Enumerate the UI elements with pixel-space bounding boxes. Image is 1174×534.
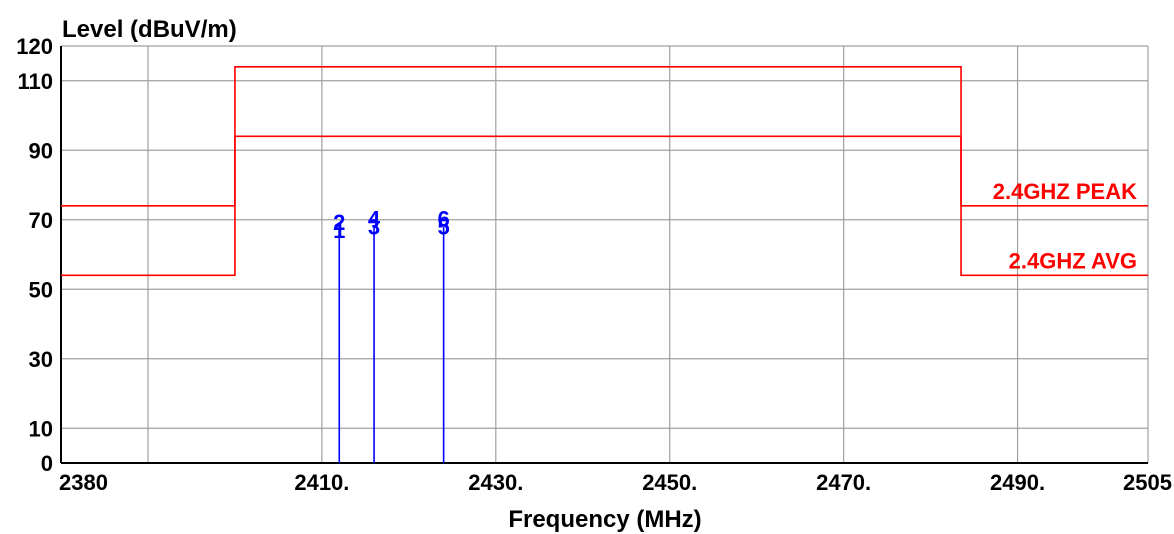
marker-label: 6 xyxy=(437,207,449,232)
x-tick-label: 2470. xyxy=(816,470,871,495)
y-tick-label: 90 xyxy=(29,138,53,163)
x-tick-label: 2450. xyxy=(642,470,697,495)
marker-label: 5 xyxy=(437,215,449,240)
chart-texts: Level (dBuV/m) Frequency (MHz) xyxy=(62,16,702,533)
y-tick-label: 0 xyxy=(41,451,53,476)
y-tick-label: 10 xyxy=(29,416,53,441)
x-tick-label: 2505 xyxy=(1123,470,1172,495)
y-tick-label: 110 xyxy=(18,69,54,94)
peak-limit-line xyxy=(61,66,1148,207)
avg-limit-label: 2.4GHZ AVG xyxy=(1009,248,1137,273)
x-tick-label: 2380 xyxy=(59,470,108,495)
marker-label: 3 xyxy=(368,215,380,240)
x-tick-label: 2410. xyxy=(294,470,349,495)
peak-limit-label: 2.4GHZ PEAK xyxy=(993,179,1137,204)
grid-lines xyxy=(60,45,1149,464)
limit-lines: 2.4GHZ PEAK 2.4GHZ AVG xyxy=(61,66,1148,277)
marker-label: 4 xyxy=(368,207,381,232)
marker-lines: 12 34 56 xyxy=(333,207,450,463)
x-axis-title: Frequency (MHz) xyxy=(508,506,701,533)
marker-label: 1 xyxy=(333,218,345,243)
marker-label: 2 xyxy=(333,210,345,235)
avg-limit-line xyxy=(61,135,1148,277)
y-tick-label: 30 xyxy=(29,347,53,372)
tick-labels: 0 10 30 50 70 90 110 120 2380 2410. 2430. 2450. 2470… xyxy=(16,34,1172,495)
x-tick-label: 2490. xyxy=(990,470,1045,495)
x-tick-label: 2430. xyxy=(468,470,523,495)
y-tick-label: 70 xyxy=(29,208,53,233)
y-tick-label: 50 xyxy=(29,277,53,302)
y-tick-label: 120 xyxy=(16,34,53,59)
y-axis-title: Level (dBuV/m) xyxy=(62,16,237,43)
